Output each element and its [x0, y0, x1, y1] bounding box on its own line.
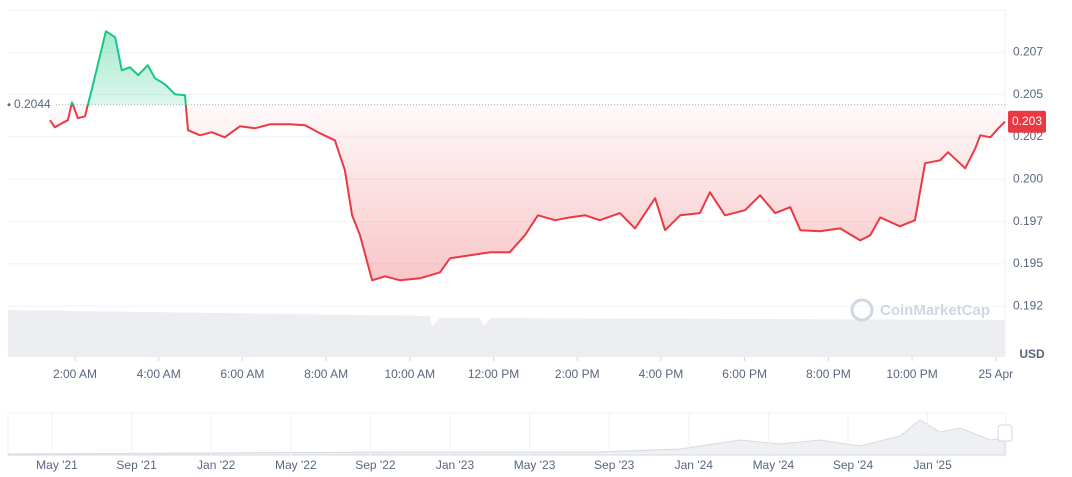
x-tick-label: 12:00 PM	[468, 367, 519, 381]
price-line	[49, 30, 1006, 282]
navigator-label: Sep '24	[833, 458, 874, 472]
y-tick-label: 0.192	[1013, 298, 1043, 312]
x-tick-label: 4:00 PM	[639, 367, 684, 381]
baseline-label-bg	[4, 96, 54, 113]
y-unit: USD	[1019, 347, 1045, 361]
navigator-label: Jan '22	[197, 458, 236, 472]
price-tag	[1008, 110, 1046, 133]
navigator-label: Sep '22	[355, 458, 396, 472]
x-tick-label: 6:00 AM	[220, 367, 264, 381]
navigator-handle[interactable]	[997, 424, 1013, 442]
x-tick-label: 8:00 AM	[304, 367, 348, 381]
navigator-label: Jan '23	[436, 458, 475, 472]
navigator-label: Jan '25	[913, 458, 952, 472]
baseline-label: 0.2044	[14, 97, 51, 111]
y-tick-label: 0.207	[1013, 44, 1043, 58]
navigator-label: May '22	[275, 458, 317, 472]
watermark-logo	[850, 298, 874, 322]
y-tick-label: 0.195	[1013, 256, 1043, 270]
x-tick-label: 25 Apr	[978, 367, 1013, 381]
baseline-dot	[7, 103, 11, 107]
navigator-label: May '23	[514, 458, 556, 472]
x-tick-label: 4:00 AM	[137, 367, 181, 381]
x-tick-label: 10:00 PM	[886, 367, 937, 381]
watermark: CoinMarketCap	[880, 302, 990, 319]
navigator-label: May '24	[753, 458, 795, 472]
navigator-label: Sep '21	[116, 458, 157, 472]
price-tag-label: 0.203	[1012, 114, 1042, 128]
x-tick-label: 8:00 PM	[806, 367, 851, 381]
navigator-area	[7, 419, 1006, 456]
navigator-label: Sep '23	[594, 458, 635, 472]
navigator-label: May '21	[36, 458, 78, 472]
volume-area	[8, 310, 1005, 357]
x-tick-label: 2:00 AM	[53, 367, 97, 381]
y-tick-label: 0.200	[1013, 171, 1043, 185]
x-tick-label: 2:00 PM	[555, 367, 600, 381]
x-tick-label: 6:00 PM	[722, 367, 767, 381]
x-tick-label: 10:00 AM	[384, 367, 435, 381]
area-fill	[49, 31, 1005, 281]
y-tick-label: 0.197	[1013, 214, 1043, 228]
y-tick-label: 0.205	[1013, 87, 1043, 101]
navigator-label: Jan '24	[675, 458, 714, 472]
